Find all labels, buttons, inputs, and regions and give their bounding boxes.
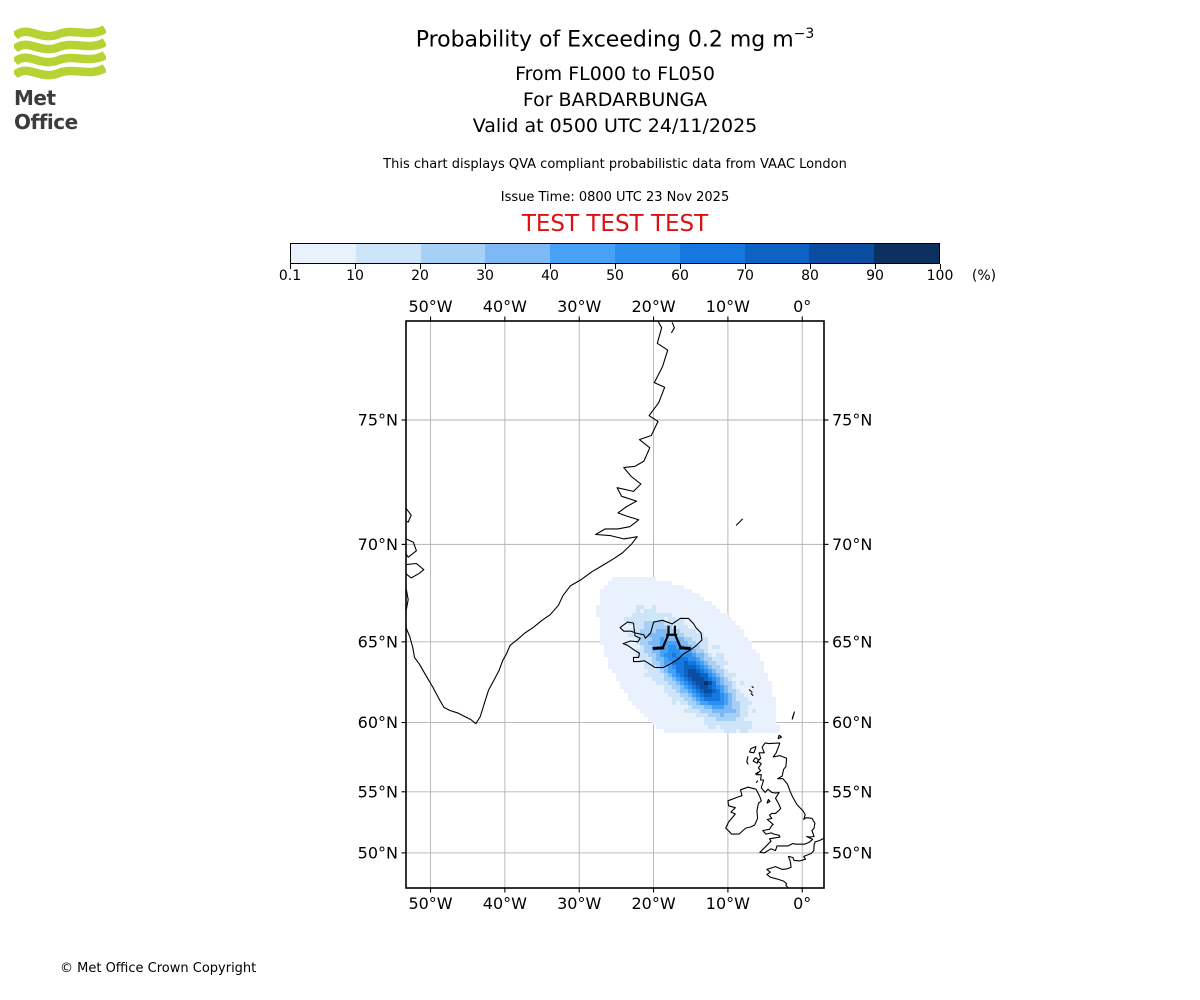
axis-tick-label: 65°N (832, 632, 872, 651)
axis-tick-label: 10°W (706, 894, 750, 913)
axis-tick-label: 55°N (358, 782, 398, 801)
colorbar-tick (615, 264, 616, 269)
colorbar-tick (875, 264, 876, 269)
copyright-notice: © Met Office Crown Copyright (60, 961, 257, 976)
colorbar-segment (355, 244, 421, 263)
met-office-waves-icon (12, 25, 108, 80)
colorbar-tick (290, 264, 291, 269)
logo-wordmark: Met Office (14, 86, 78, 134)
colorbar-tick-label: 40 (541, 268, 559, 284)
axis-tick-label: 10°W (706, 297, 750, 316)
axis-tick-label: 20°W (631, 297, 675, 316)
axis-tick-label: 65°N (358, 632, 398, 651)
subtitle-flight-levels: From FL000 to FL050 (515, 63, 715, 85)
colorbar-tick (420, 264, 421, 269)
colorbar-tick (485, 264, 486, 269)
map-plot-area: 50°W 50°W 40°W 40°W 30°W 30°W 20°W 20°W 10°W 10°W… (358, 297, 873, 913)
colorbar-segment (291, 244, 356, 263)
axis-tick-label: 50°N (358, 843, 398, 862)
colorbar-segment (614, 244, 680, 263)
axis-tick-label: 70°N (358, 535, 398, 554)
ash-probability-plume (596, 577, 780, 733)
axis-tick-label: 70°N (832, 535, 872, 554)
colorbar-tick-label: 80 (801, 268, 819, 284)
axis-tick-label: 50°W (408, 894, 452, 913)
subtitle-volcano: For BARDARBUNGA (522, 89, 708, 111)
axis-tick-label: 40°W (483, 894, 527, 913)
axis-ticks (401, 316, 829, 893)
issue-time-label: Issue Time: 0800 UTC 23 Nov 2025 (500, 190, 730, 205)
colorbar-segment (420, 244, 486, 263)
coastlines (406, 321, 824, 888)
volcano-marker-icon (652, 625, 691, 651)
axis-tick-label: 40°W (483, 297, 527, 316)
subtitle-valid-time: Valid at 0500 UTC 24/11/2025 (472, 115, 758, 137)
axis-tick-label: 50°W (408, 297, 452, 316)
colorbar-tick-label: 100 (926, 268, 954, 284)
colorbar-tick-label: 20 (411, 268, 429, 284)
colorbar-segment (809, 244, 875, 263)
colorbar-tick-label: 70 (736, 268, 754, 284)
axis-tick-label: 0° (793, 297, 811, 316)
colorbar-tick (680, 264, 681, 269)
axis-tick-label: 55°N (832, 782, 872, 801)
axis-tick-label: 60°N (832, 713, 872, 732)
axis-tick-label: 75°N (832, 410, 872, 429)
axis-tick-label: 30°W (557, 297, 601, 316)
map-frame (405, 320, 825, 889)
colorbar-segment (679, 244, 745, 263)
axis-tick-label: 60°N (358, 713, 398, 732)
colorbar-tick-label: 10 (346, 268, 364, 284)
colorbar-tick-label: 0.1 (278, 268, 302, 284)
page-title: Probability of Exceeding 0.2 mg m−3 (215, 26, 1015, 53)
colorbar-segment (874, 244, 939, 263)
met-office-logo: Met Office (12, 24, 114, 134)
probability-colorbar (290, 243, 940, 264)
qva-compliance-note: This chart displays QVA compliant probab… (383, 157, 847, 172)
colorbar-tick (745, 264, 746, 269)
colorbar-tick (810, 264, 811, 269)
colorbar-segment (485, 244, 551, 263)
colorbar-tick-label: 30 (476, 268, 494, 284)
colorbar-tick-label: 90 (866, 268, 884, 284)
colorbar-tick-label: 60 (671, 268, 689, 284)
colorbar-tick (355, 264, 356, 269)
title-exponent: −3 (793, 26, 815, 42)
colorbar-tick (940, 264, 941, 269)
axis-tick-label: 30°W (557, 894, 601, 913)
axis-tick-label: 50°N (832, 843, 872, 862)
axis-tick-label: 75°N (358, 410, 398, 429)
colorbar-segment (550, 244, 615, 263)
colorbar-tick (550, 264, 551, 269)
axis-tick-label: 20°W (631, 894, 675, 913)
axis-tick-label: 0° (793, 894, 811, 913)
colorbar-unit-label: (%) (971, 268, 997, 284)
colorbar-tick-label: 50 (606, 268, 624, 284)
colorbar-segment (744, 244, 810, 263)
test-banner: TEST TEST TEST (521, 211, 709, 237)
axis-labels: 50°W 50°W 40°W 40°W 30°W 30°W 20°W 20°W 10°W 10°W… (358, 297, 873, 913)
title-text: Probability of Exceeding 0.2 mg m (415, 27, 794, 53)
